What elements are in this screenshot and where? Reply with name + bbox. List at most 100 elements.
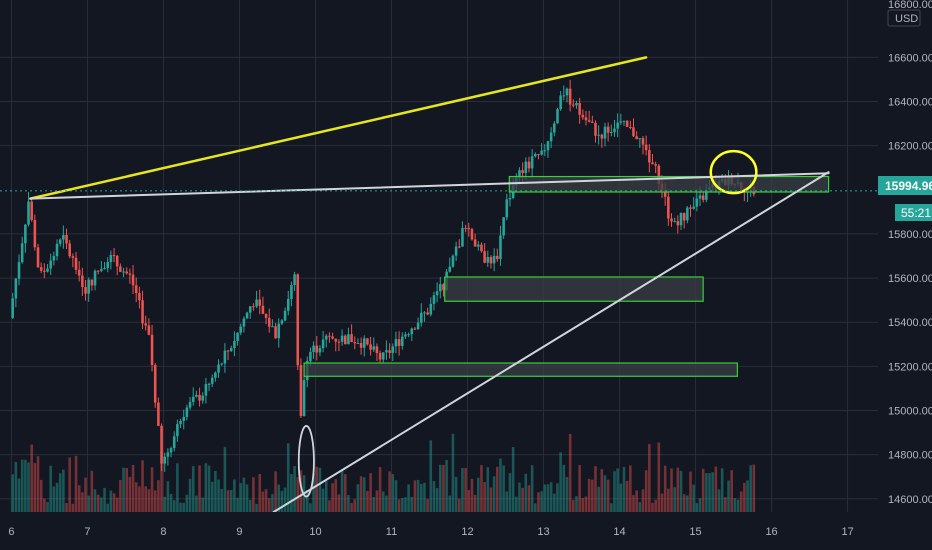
volume-bar: [375, 490, 379, 512]
yellow-trendline[interactable]: [29, 56, 648, 200]
date-tick-label: 17: [841, 526, 853, 538]
candle-body: [686, 207, 689, 221]
volume-bar: [39, 479, 43, 512]
volume-bar: [559, 452, 562, 512]
candle-body: [648, 150, 651, 163]
candle-body: [217, 364, 220, 373]
candlesticks: [11, 79, 756, 472]
time-axis[interactable]: 6 7 8 9 10 11 12 13 14 15 16 17: [0, 512, 932, 550]
volume-bar: [619, 483, 623, 512]
volume-bar: [515, 496, 518, 512]
candle-body: [195, 394, 198, 397]
volume-bar: [746, 480, 749, 512]
volume-bar: [556, 483, 559, 512]
candle-body: [499, 235, 502, 260]
volume-bar: [543, 484, 547, 512]
volume-bar: [673, 487, 676, 512]
volume-bar: [315, 466, 319, 512]
volume-bar: [46, 502, 49, 512]
candle-body: [534, 154, 537, 157]
volume-bar: [527, 485, 531, 512]
volume-bar: [84, 477, 87, 512]
volume-bar: [372, 496, 376, 512]
support-zone-box[interactable]: [303, 362, 738, 377]
volume-bar: [204, 463, 208, 512]
candle-body: [695, 198, 699, 207]
candle-body: [378, 353, 382, 360]
candle-body: [179, 420, 182, 425]
candle-body: [258, 299, 262, 306]
candle-body: [473, 239, 477, 247]
volume-bar: [575, 496, 578, 512]
volume-bar: [252, 477, 255, 512]
candle-body: [49, 260, 52, 269]
volume-bar: [166, 481, 170, 512]
candle-body: [464, 227, 467, 229]
volume-bar: [546, 484, 550, 512]
volume-bar: [549, 482, 553, 512]
candle-body: [163, 456, 167, 464]
candle-body: [239, 326, 243, 333]
candle-body: [81, 275, 84, 288]
last-price-label: 15994.96: [885, 179, 932, 193]
yellow-circle-annotation[interactable]: [709, 149, 758, 195]
candle-body: [385, 350, 388, 353]
volume-bar: [727, 480, 730, 512]
candle-body: [185, 407, 189, 417]
candle-body: [458, 246, 461, 248]
volume-bar: [65, 503, 68, 512]
candle-body: [416, 322, 420, 330]
candle-body: [128, 273, 132, 275]
white-rising-trendline[interactable]: [272, 171, 830, 513]
white-circle-annotation[interactable]: [297, 425, 315, 498]
volume-bar: [606, 479, 610, 512]
candle-body: [347, 334, 350, 345]
candle-body: [188, 401, 192, 408]
volume-bar: [461, 467, 464, 512]
candle-body: [644, 144, 648, 151]
support-zone-box[interactable]: [444, 276, 704, 302]
candle-body: [261, 305, 265, 314]
candle-body: [96, 270, 100, 272]
volume-bar: [33, 463, 37, 512]
volume-bar: [347, 495, 350, 512]
candle-body: [641, 138, 645, 145]
trend-lines[interactable]: [29, 56, 830, 513]
volume-bar: [397, 499, 401, 512]
currency-badge[interactable]: [887, 9, 921, 27]
candle-body: [277, 323, 281, 339]
candle-body: [394, 339, 398, 347]
volume-bar: [429, 440, 433, 512]
volume-bar: [24, 459, 27, 512]
candle-body: [619, 121, 623, 123]
volume-bar: [540, 491, 543, 512]
candle-body: [483, 251, 486, 263]
candle-body: [245, 312, 249, 319]
candle-body: [198, 394, 201, 401]
candle-body: [429, 303, 433, 315]
candle-body: [131, 274, 135, 286]
candle-body: [134, 285, 138, 294]
volume-bar: [258, 473, 262, 512]
candle-body: [55, 243, 59, 257]
candle-body: [312, 345, 315, 352]
price-tick-label: 15400.00: [888, 317, 932, 329]
volume-bar: [81, 492, 84, 512]
volume-bar: [670, 468, 673, 512]
volume-bar: [600, 469, 604, 512]
volume-bar: [686, 495, 689, 512]
candle-body: [562, 95, 566, 97]
price-axis[interactable]: 16800.00 USD 16600.00 16400.00 16200.00 158…: [878, 0, 932, 512]
candle-body: [381, 352, 385, 360]
volume-bar: [58, 473, 62, 512]
volume-bar: [163, 496, 167, 512]
volume-bar: [518, 482, 521, 512]
candle-body: [58, 239, 62, 244]
candle-body: [530, 156, 534, 169]
candle-body: [115, 255, 119, 267]
white-horizontal-line[interactable]: [29, 172, 830, 200]
volume-bar: [597, 486, 600, 512]
price-tick-label: 15800.00: [888, 229, 932, 241]
candle-body: [369, 344, 372, 350]
